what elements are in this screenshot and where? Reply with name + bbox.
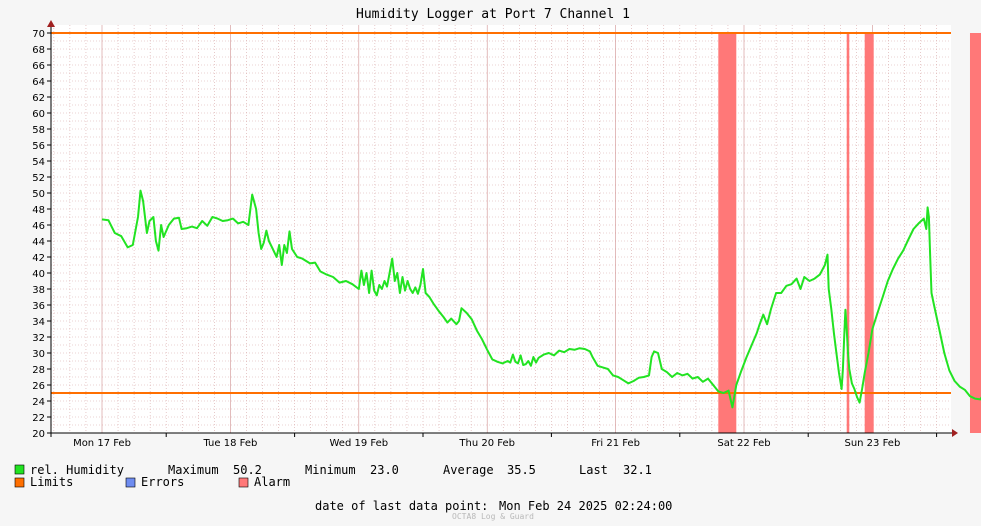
x-tick-label: Tue 18 Feb xyxy=(202,438,257,449)
y-tick-label: 20 xyxy=(32,429,45,440)
legend-alarm-label: Alarm xyxy=(254,475,290,489)
y-tick-label: 26 xyxy=(32,381,45,392)
legend-humidity-label: rel. Humidity xyxy=(30,463,124,477)
x-tick-label: Fri 21 Feb xyxy=(591,438,640,449)
legend-avg-label: Average xyxy=(443,463,494,477)
alarm-periods xyxy=(718,33,981,433)
y-tick-label: 30 xyxy=(32,349,45,360)
legend-humidity-swatch xyxy=(14,464,25,475)
axes xyxy=(47,20,958,437)
x-tick-label: Sun 23 Feb xyxy=(844,438,900,449)
x-axis-arrow xyxy=(952,429,958,437)
legend-min-label: Minimum xyxy=(305,463,356,477)
y-tick-label: 42 xyxy=(32,253,45,264)
legend-last-label: Last xyxy=(579,463,608,477)
y-tick-label: 22 xyxy=(32,413,45,424)
y-tick-label: 36 xyxy=(32,301,45,312)
alarm-period-band xyxy=(718,33,737,433)
y-axis-arrow xyxy=(47,20,55,27)
y-tick-label: 48 xyxy=(32,205,45,216)
y-tick-label: 54 xyxy=(32,157,45,168)
y-tick-label: 58 xyxy=(32,125,45,136)
legend-errors-swatch xyxy=(125,477,136,488)
legend-max-label: Maximum xyxy=(168,463,219,477)
legend-limits-label: Limits xyxy=(30,475,73,489)
y-tick-label: 46 xyxy=(32,221,45,232)
legend-limits-swatch xyxy=(14,477,25,488)
y-tick-label: 64 xyxy=(32,77,45,88)
legend-avg-value: 35.5 xyxy=(507,463,536,477)
y-tick-label: 68 xyxy=(32,45,45,56)
y-tick-label: 44 xyxy=(32,237,45,248)
y-tick-label: 60 xyxy=(32,109,45,120)
chart-title: Humidity Logger at Port 7 Channel 1 xyxy=(356,7,630,22)
last-data-point-value: Mon Feb 24 2025 02:24:00 xyxy=(499,499,672,513)
watermark: OCTA8 Log & Guard xyxy=(452,512,534,521)
legend-min-value: 23.0 xyxy=(370,463,399,477)
y-tick-label: 38 xyxy=(32,285,45,296)
y-tick-label: 28 xyxy=(32,365,45,376)
y-tick-label: 24 xyxy=(32,397,45,408)
legend-errors-label: Errors xyxy=(141,475,184,489)
humidity-series-line xyxy=(101,189,981,409)
y-axis-ticks: 20 22 24 26 28 30 32 34 36 38 40 42 44 46 48 50 52 54 56 58… xyxy=(32,29,51,440)
x-tick-label: Mon 17 Feb xyxy=(73,438,131,449)
limit-lines xyxy=(51,32,951,394)
alarm-period-band xyxy=(846,33,850,433)
plot-area xyxy=(51,25,951,433)
last-data-point-label: date of last data point: xyxy=(315,499,488,513)
alarm-period-band xyxy=(969,33,981,433)
alarm-period-band xyxy=(864,33,874,433)
x-tick-label: Thu 20 Feb xyxy=(458,438,515,449)
y-tick-label: 52 xyxy=(32,173,45,184)
x-tick-label: Sat 22 Feb xyxy=(717,438,770,449)
y-tick-label: 62 xyxy=(32,93,45,104)
y-tick-label: 40 xyxy=(32,269,45,280)
y-tick-label: 56 xyxy=(32,141,45,152)
legend-max-value: 50.2 xyxy=(233,463,262,477)
y-tick-label: 32 xyxy=(32,333,45,344)
y-tick-label: 70 xyxy=(32,29,45,40)
legend-alarm-swatch xyxy=(238,477,249,488)
legend-last-value: 32.1 xyxy=(623,463,652,477)
x-tick-label: Wed 19 Feb xyxy=(330,438,389,449)
y-tick-label: 34 xyxy=(32,317,45,328)
y-tick-label: 66 xyxy=(32,61,45,72)
x-axis-ticks: Mon 17 Feb Tue 18 Feb Wed 19 Feb Thu 20 Feb… xyxy=(73,433,938,449)
y-tick-label: 50 xyxy=(32,189,45,200)
